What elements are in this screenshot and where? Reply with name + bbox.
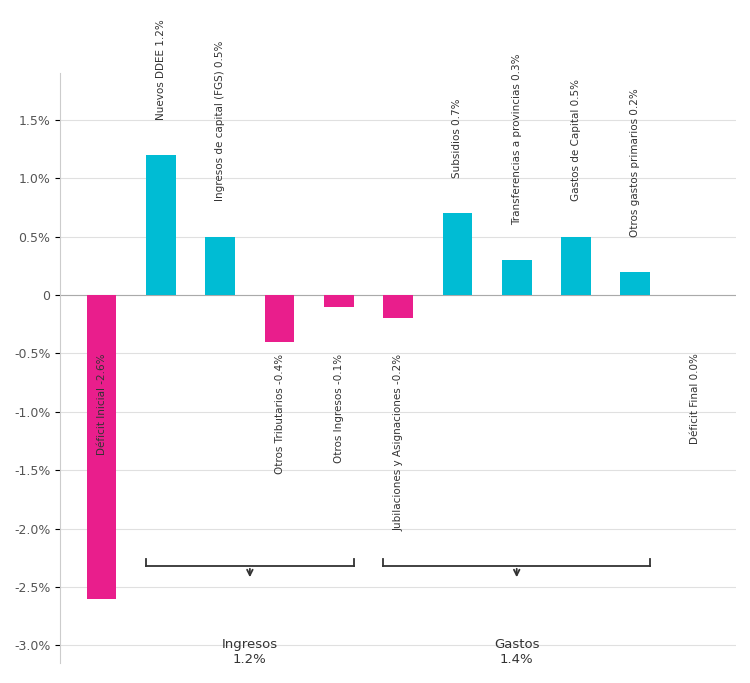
Text: Subsidios 0.7%: Subsidios 0.7%: [452, 98, 463, 178]
Bar: [146, 155, 176, 295]
Bar: [561, 236, 591, 295]
Bar: [502, 260, 532, 295]
Text: Transferencias a provincias 0.3%: Transferencias a provincias 0.3%: [512, 53, 522, 225]
Text: Nuevos DDEE 1.2%: Nuevos DDEE 1.2%: [156, 19, 166, 120]
Text: Otros Ingresos -0.1%: Otros Ingresos -0.1%: [334, 353, 344, 462]
Text: Ingresos
1.2%: Ingresos 1.2%: [222, 639, 278, 667]
Text: Ingresos de capital (FGS) 0.5%: Ingresos de capital (FGS) 0.5%: [215, 41, 225, 201]
Bar: [206, 236, 235, 295]
Text: Otros Tributarios -0.4%: Otros Tributarios -0.4%: [274, 353, 284, 473]
Text: Déficit Inicial -2.6%: Déficit Inicial -2.6%: [97, 353, 106, 455]
Bar: [87, 295, 116, 599]
Text: Gastos
1.4%: Gastos 1.4%: [494, 639, 539, 667]
Bar: [620, 272, 650, 295]
Bar: [383, 295, 413, 318]
Text: Gastos de Capital 0.5%: Gastos de Capital 0.5%: [571, 79, 581, 201]
Bar: [265, 295, 294, 342]
Text: Déficit Final 0.0%: Déficit Final 0.0%: [689, 353, 700, 444]
Text: Otros gastos primarios 0.2%: Otros gastos primarios 0.2%: [630, 88, 640, 236]
Bar: [442, 213, 472, 295]
Bar: [324, 295, 354, 307]
Text: Jubilaciones y Asignaciones -0.2%: Jubilaciones y Asignaciones -0.2%: [393, 353, 403, 531]
